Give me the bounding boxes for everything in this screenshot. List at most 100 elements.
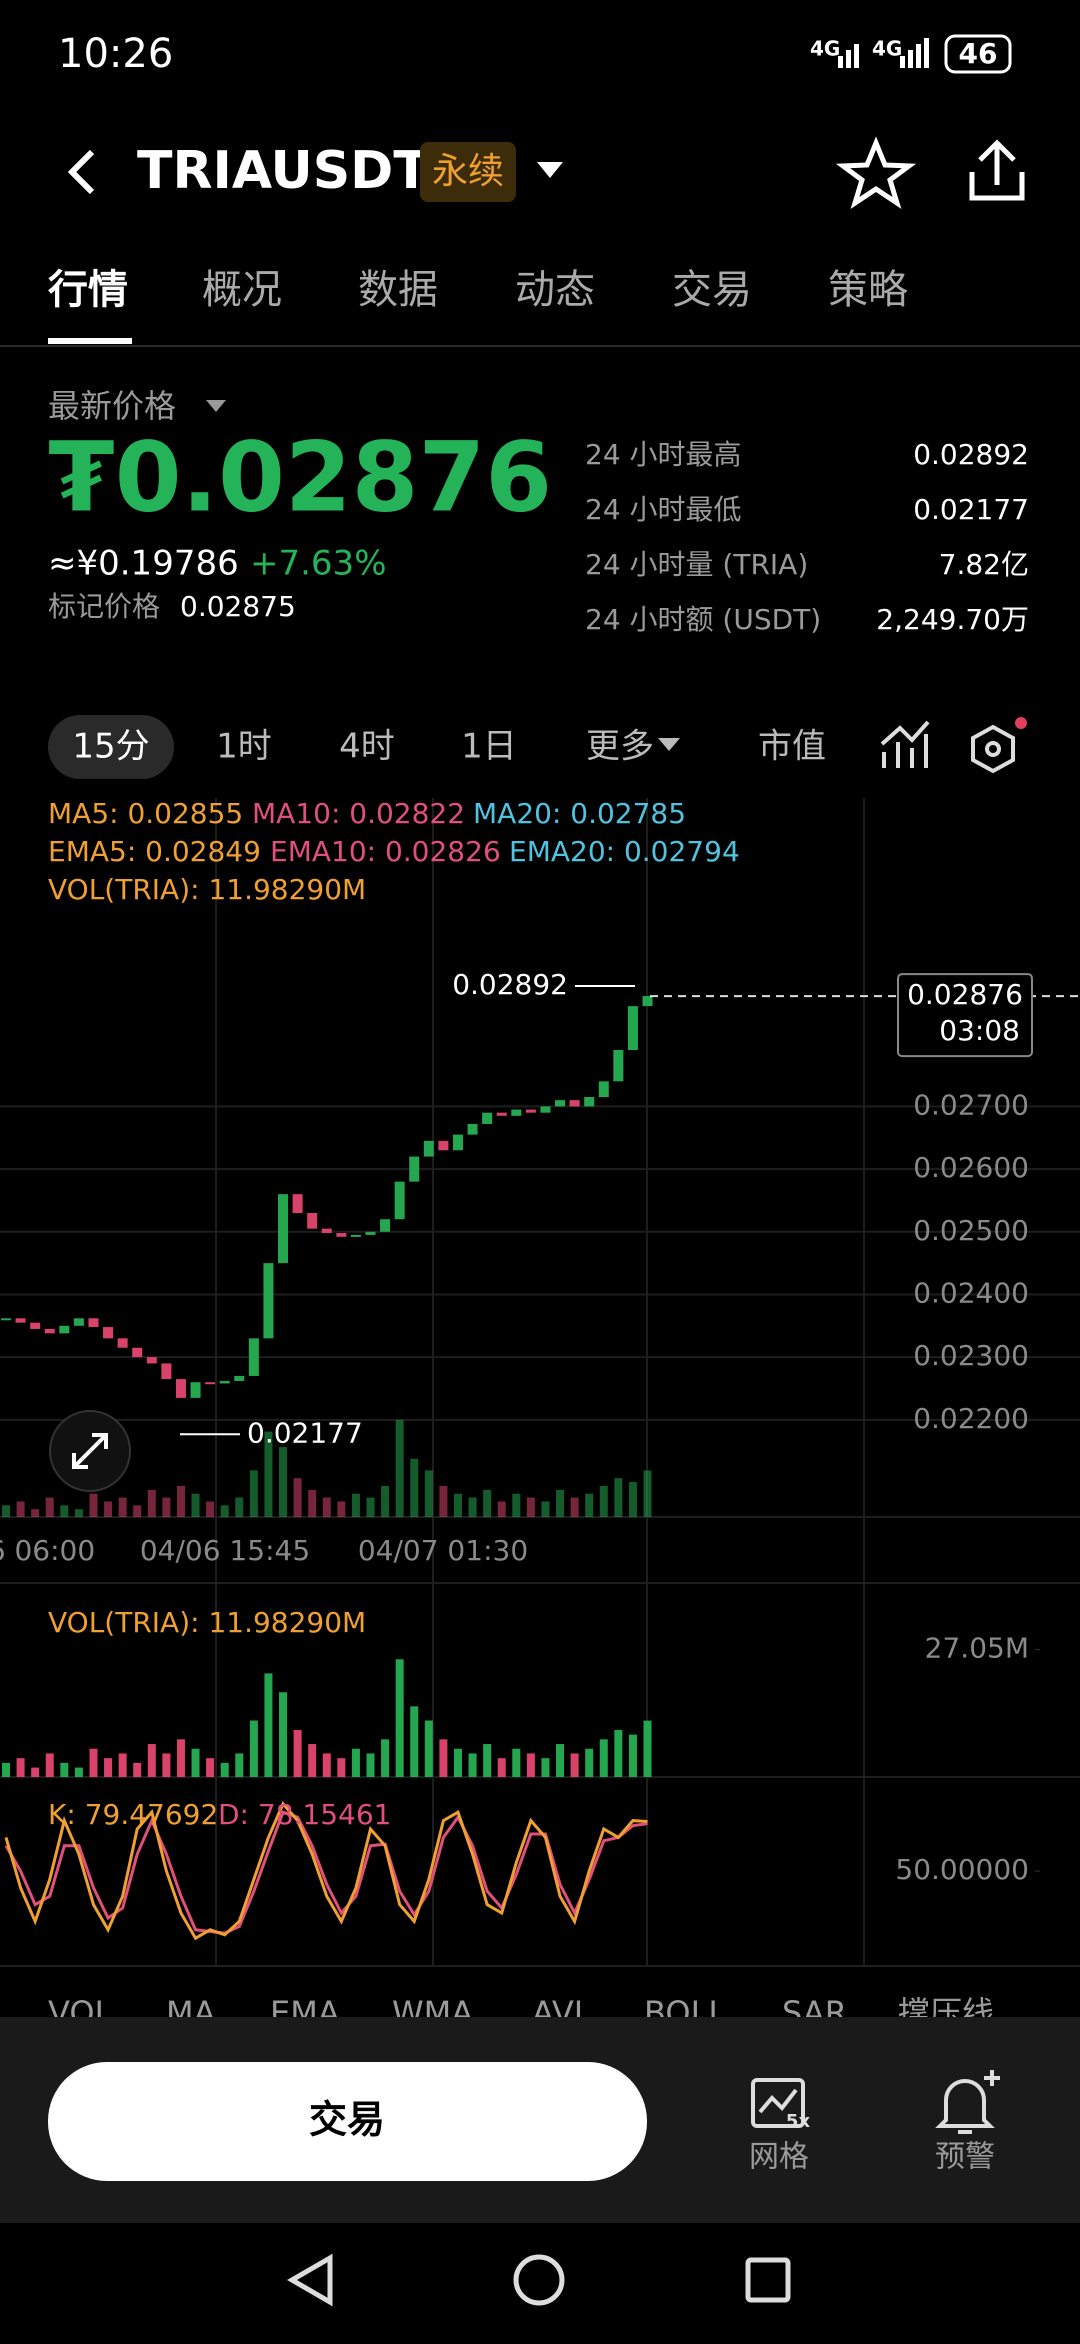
interval[interactable]: 更多 <box>586 727 654 767</box>
favorite[interactable] <box>835 136 917 209</box>
candle <box>175 1379 186 1398</box>
more-dropdown[interactable] <box>658 738 680 751</box>
candle <box>555 1100 566 1107</box>
mark-price: 0.02875 <box>180 590 296 623</box>
volume-overlay <box>249 1470 258 1517</box>
indicator-icon[interactable] <box>880 720 930 768</box>
volume-bar <box>293 1729 302 1777</box>
volume-bar <box>104 1758 113 1777</box>
price-dropdown[interactable] <box>206 400 226 412</box>
x-tick-label: 04/06 06:00 <box>0 1534 95 1567</box>
alert-icon[interactable] <box>935 2079 995 2134</box>
ma-label: MA5: 0.02855 <box>48 797 243 830</box>
tab-indicator <box>48 338 132 344</box>
candle <box>15 1318 26 1323</box>
tab[interactable]: 概况 <box>202 267 282 313</box>
interval[interactable]: 市值 <box>758 727 826 767</box>
y-tick-label: 0.02500 <box>913 1214 1029 1247</box>
y-tick-label: 0.02700 <box>913 1088 1029 1121</box>
nav-recent[interactable] <box>745 2257 791 2303</box>
settings[interactable] <box>971 724 1015 774</box>
candle <box>467 1123 478 1135</box>
volume-overlay <box>570 1497 579 1517</box>
candle <box>525 1109 536 1113</box>
tab[interactable]: 行情 <box>48 267 128 313</box>
candle <box>1 1318 11 1321</box>
stat-label: 24 小时量 (TRIA) <box>585 548 808 581</box>
volume-overlay <box>308 1489 317 1517</box>
y-tick-label: 0.02200 <box>913 1402 1029 1435</box>
interval[interactable]: 1时 <box>216 727 272 767</box>
grid-icon[interactable] <box>751 2078 805 2128</box>
interval[interactable]: 1日 <box>461 727 517 767</box>
x-tick-label: 04/07 01:30 <box>358 1534 528 1567</box>
y-tick-label: 0.02300 <box>913 1339 1029 1372</box>
interval[interactable]: 15分 <box>72 727 149 767</box>
volume-overlay <box>147 1489 156 1517</box>
volume-bar <box>249 1720 258 1777</box>
volume-overlay <box>176 1485 185 1517</box>
candle <box>190 1382 201 1398</box>
volume-bar <box>176 1739 185 1777</box>
volume-bar <box>439 1739 448 1777</box>
volume-overlay <box>424 1470 433 1517</box>
mark-label: 标记价格 <box>48 590 160 623</box>
volume-bar <box>322 1753 331 1777</box>
volume-bar <box>45 1753 54 1777</box>
signal <box>838 38 929 68</box>
volume-overlay <box>104 1501 113 1517</box>
candle <box>103 1327 114 1339</box>
volume-overlay <box>556 1489 565 1517</box>
volume-overlay <box>381 1485 390 1517</box>
interval[interactable]: 4时 <box>339 727 395 767</box>
volume-bar <box>381 1739 390 1777</box>
share[interactable] <box>969 139 1025 201</box>
volume-bar <box>468 1753 477 1777</box>
volume-bar <box>541 1758 550 1777</box>
candle <box>584 1097 595 1107</box>
grid-badge: 5x <box>786 2111 811 2132</box>
volume-overlay <box>220 1505 229 1517</box>
volume-overlay <box>410 1458 419 1517</box>
grid <box>0 798 1080 1967</box>
volume-overlay <box>439 1485 448 1517</box>
volume-bar <box>628 1734 637 1777</box>
stats: 24 小时最高 0.02892 24 小时最低 0.02177 24 小时量 (TRIA… <box>585 438 1029 636</box>
tab[interactable]: 动态 <box>515 267 595 313</box>
ema-label: EMA10: 0.02826 <box>270 835 501 868</box>
volume-bar <box>483 1744 492 1777</box>
trade-button[interactable] <box>48 2062 647 2181</box>
volume-overlay <box>133 1505 142 1517</box>
volume-overlay <box>16 1501 25 1517</box>
tab[interactable]: 策略 <box>828 267 908 313</box>
countdown: 03:08 <box>939 1014 1020 1047</box>
tag-bg <box>420 142 516 202</box>
volume-overlay <box>337 1501 346 1517</box>
volume-bar <box>395 1659 404 1777</box>
candle <box>336 1233 347 1237</box>
volume-bar <box>31 1767 40 1777</box>
volume-overlay <box>74 1509 83 1517</box>
last-price-label: 0.02876 <box>907 978 1023 1011</box>
volume-overlay <box>293 1478 302 1517</box>
ema-label: EMA5: 0.02849 <box>48 835 261 868</box>
y-tick-label: 27.05M <box>925 1632 1029 1665</box>
tab[interactable]: 交易 <box>672 267 752 313</box>
nav-back[interactable] <box>287 2253 333 2307</box>
candle <box>161 1363 172 1380</box>
settings-dot <box>985 741 1001 757</box>
back[interactable] <box>67 149 95 195</box>
volume-overlay <box>468 1497 477 1517</box>
candle <box>482 1112 493 1124</box>
volume-bar <box>191 1748 200 1777</box>
volume-overlay <box>628 1482 637 1517</box>
k-label: K: 79.47692 <box>48 1798 218 1831</box>
nav-home[interactable] <box>513 2254 565 2306</box>
tab[interactable]: 数据 <box>358 267 438 313</box>
candle <box>59 1325 70 1334</box>
volume-bar <box>74 1767 83 1777</box>
candle <box>452 1134 463 1151</box>
symbol-dropdown[interactable] <box>537 162 563 178</box>
volume-bar <box>162 1753 171 1777</box>
stat-label: 24 小时最低 <box>585 493 742 526</box>
